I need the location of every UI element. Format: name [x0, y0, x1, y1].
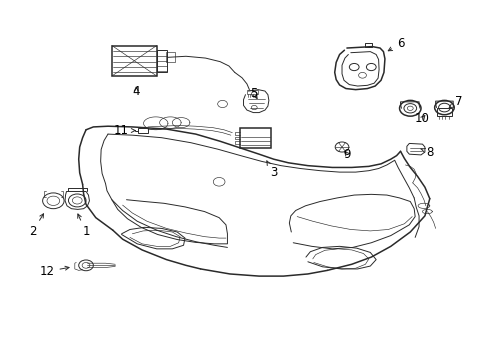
- Text: 6: 6: [387, 37, 404, 51]
- Text: 4: 4: [132, 85, 140, 98]
- Text: 2: 2: [29, 214, 43, 238]
- Text: 12: 12: [40, 265, 69, 278]
- Text: 10: 10: [414, 112, 429, 125]
- Text: 9: 9: [343, 148, 350, 161]
- Text: 8: 8: [420, 145, 432, 158]
- Text: 3: 3: [266, 161, 277, 179]
- Text: 7: 7: [448, 95, 462, 108]
- Text: 1: 1: [78, 214, 90, 238]
- Text: 5: 5: [250, 87, 257, 100]
- Text: 11: 11: [114, 124, 135, 137]
